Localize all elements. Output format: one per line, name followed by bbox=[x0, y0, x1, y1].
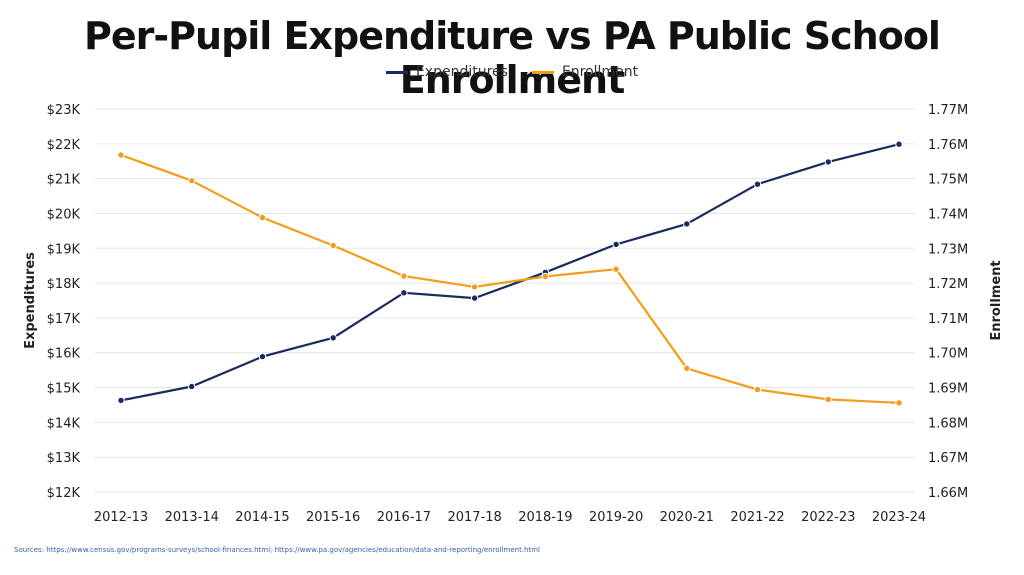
y2-axis-title: Enrollment bbox=[989, 260, 1004, 340]
y-tick-label: $21K bbox=[47, 173, 81, 188]
y-tick-label: $15K bbox=[47, 382, 81, 397]
chart-legend: Expenditures Enrollment bbox=[0, 64, 1024, 80]
y2-tick-label: 1.71M bbox=[928, 312, 968, 327]
data-point-enrollment bbox=[188, 177, 196, 185]
y-tick-label: $22K bbox=[47, 138, 81, 153]
data-point-expenditures bbox=[258, 352, 267, 361]
data-point-expenditures bbox=[612, 240, 620, 249]
data-point-expenditures bbox=[895, 140, 903, 148]
data-point-enrollment bbox=[683, 364, 691, 373]
x-tick-label: 2022-23 bbox=[801, 510, 855, 525]
x-tick-label: 2023-24 bbox=[872, 510, 926, 525]
y-tick-label: $19K bbox=[47, 242, 81, 257]
data-point-expenditures bbox=[188, 382, 196, 391]
series-line-enrollment bbox=[120, 153, 900, 404]
data-point-enrollment bbox=[541, 272, 550, 281]
x-tick-label: 2015-16 bbox=[306, 510, 360, 525]
data-point-expenditures bbox=[117, 396, 125, 405]
y2-tick-label: 1.67M bbox=[928, 451, 968, 466]
y-tick-label: $17K bbox=[47, 312, 81, 327]
data-point-expenditures bbox=[753, 180, 762, 188]
data-point-enrollment bbox=[753, 385, 762, 394]
data-point-expenditures bbox=[824, 158, 832, 166]
data-point-enrollment bbox=[895, 399, 903, 407]
data-point-expenditures bbox=[329, 334, 337, 342]
y-tick-label: $12K bbox=[47, 486, 81, 501]
x-tick-label: 2013-14 bbox=[165, 510, 219, 525]
x-tick-label: 2019-20 bbox=[589, 510, 643, 525]
data-point-enrollment bbox=[117, 151, 125, 159]
legend-swatch-expenditures bbox=[385, 70, 408, 74]
y2-tick-label: 1.74M bbox=[928, 207, 968, 222]
x-tick-label: 2014-15 bbox=[235, 510, 289, 525]
data-point-enrollment bbox=[612, 265, 620, 273]
y-tick-label: $16K bbox=[47, 347, 81, 362]
data-point-enrollment bbox=[258, 213, 267, 222]
y2-tick-label: 1.76M bbox=[928, 138, 968, 153]
y-tick-label: $14K bbox=[47, 416, 81, 431]
chart-title: Per-Pupil Expenditure vs PA Public Schoo… bbox=[84, 14, 941, 102]
y2-tick-label: 1.77M bbox=[928, 103, 968, 118]
data-point-expenditures bbox=[470, 294, 479, 302]
legend-item-enrollment: Enrollment bbox=[531, 64, 639, 80]
legend-label-enrollment: Enrollment bbox=[561, 64, 639, 80]
data-point-enrollment bbox=[329, 241, 337, 250]
source-note: Sources: https://www.census.gov/programs… bbox=[14, 546, 540, 554]
y-axis-title: Expenditures bbox=[23, 252, 38, 349]
series-line-expenditures bbox=[120, 143, 900, 402]
x-tick-label: 2018-19 bbox=[518, 510, 572, 525]
y2-tick-label: 1.73M bbox=[928, 242, 968, 257]
y-tick-label: $20K bbox=[47, 207, 81, 222]
y2-tick-label: 1.66M bbox=[928, 486, 968, 501]
y2-tick-label: 1.72M bbox=[928, 277, 968, 292]
x-tick-label: 2016-17 bbox=[377, 510, 431, 525]
y-tick-label: $18K bbox=[47, 277, 81, 292]
y2-tick-label: 1.68M bbox=[928, 416, 968, 431]
y-tick-label: $13K bbox=[47, 451, 81, 466]
legend-label-expenditures: Expenditures bbox=[415, 64, 508, 80]
data-point-expenditures bbox=[683, 220, 691, 228]
x-tick-label: 2017-18 bbox=[447, 510, 501, 525]
y2-tick-label: 1.69M bbox=[928, 382, 968, 397]
legend-item-expenditures: Expenditures bbox=[385, 64, 508, 80]
data-point-enrollment bbox=[400, 272, 408, 280]
x-tick-label: 2012-13 bbox=[94, 510, 148, 525]
y2-tick-label: 1.75M bbox=[928, 173, 968, 188]
data-point-expenditures bbox=[400, 289, 408, 297]
data-point-enrollment bbox=[470, 283, 479, 291]
data-point-enrollment bbox=[824, 395, 832, 404]
x-tick-label: 2021-22 bbox=[730, 510, 784, 525]
x-tick-label: 2020-21 bbox=[660, 510, 714, 525]
legend-swatch-enrollment bbox=[531, 70, 554, 74]
y-tick-label: $23K bbox=[47, 103, 81, 118]
y2-tick-label: 1.70M bbox=[928, 347, 968, 362]
